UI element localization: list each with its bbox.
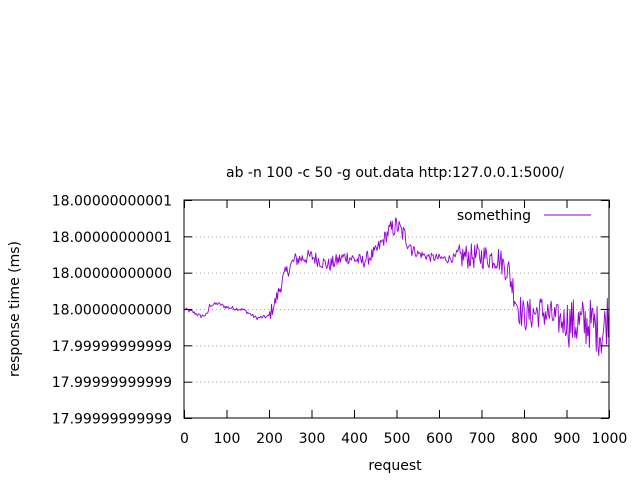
legend-label: something [457, 208, 531, 224]
x-tick-label: 800 [511, 431, 538, 447]
x-tick-label: 400 [341, 431, 368, 447]
x-tick-label: 300 [299, 431, 326, 447]
y-tick-label: 17.99999999999 [52, 412, 172, 428]
x-tick-label: 1000 [592, 431, 628, 447]
x-tick-label: 200 [256, 431, 283, 447]
y-tick-label: 18.00000000000 [52, 266, 172, 282]
y-tick-label: 17.99999999999 [52, 375, 172, 391]
y-tick-label: 17.99999999999 [52, 339, 172, 355]
x-tick-label: 0 [180, 431, 189, 447]
x-tick-label: 900 [554, 431, 581, 447]
x-tick-label: 700 [469, 431, 496, 447]
series-layer [183, 217, 610, 357]
chart-title: ab -n 100 -c 50 -g out.data http:127.0.0… [226, 165, 564, 181]
grid-lines [184, 236, 609, 383]
legend: something [457, 208, 591, 224]
y-tick-label: 18.00000000000 [52, 303, 172, 319]
y-tick-label: 18.00000000001 [52, 230, 172, 246]
y-axis-label: response time (ms) [7, 241, 23, 377]
x-axis-ticks: 0 100 200 300 400 500 600 700 800 900 1000 [180, 200, 627, 447]
x-axis-label: request [368, 458, 422, 474]
y-tick-label: 18.00000000001 [52, 194, 172, 210]
series-line-something [183, 217, 610, 357]
y-axis-ticks: 17.99999999999 17.99999999999 17.999999999… [52, 194, 609, 428]
x-tick-label: 500 [384, 431, 411, 447]
x-tick-label: 100 [214, 431, 241, 447]
x-tick-label: 600 [426, 431, 453, 447]
